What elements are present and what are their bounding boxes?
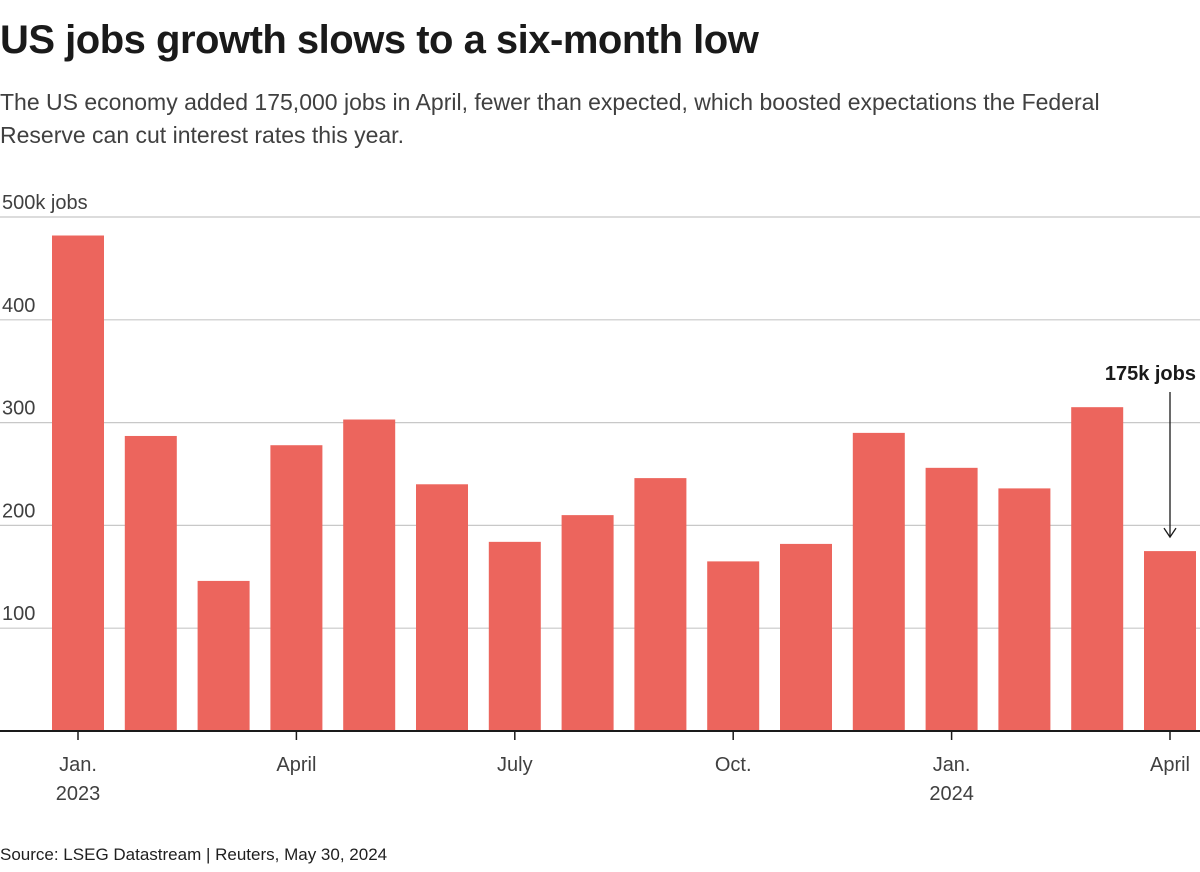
- bar-12: [925, 467, 978, 731]
- bar-13: [998, 488, 1051, 731]
- y-tick-label-100: 100: [2, 603, 35, 625]
- annotation-label: 175k jobs: [1105, 363, 1196, 385]
- y-tick-label-400: 400: [2, 295, 35, 317]
- chart-title: US jobs growth slows to a six-month low: [0, 18, 759, 62]
- bar-2: [197, 580, 250, 731]
- x-tick-label-3: April: [276, 754, 316, 776]
- bar-5: [416, 484, 468, 731]
- y-tick-label-300: 300: [2, 398, 35, 420]
- bar-8: [634, 478, 687, 731]
- x-tick-label-9: Oct.: [715, 754, 752, 776]
- y-tick-label-500: 500k jobs: [2, 192, 88, 214]
- bars: [52, 235, 1196, 731]
- bar-10: [780, 543, 832, 731]
- bar-11: [852, 432, 905, 731]
- bar-6: [488, 541, 541, 731]
- x-tick-year-12: 2024: [929, 783, 974, 805]
- y-tick-label-200: 200: [2, 500, 35, 522]
- x-tick-year-0: 2023: [56, 783, 101, 805]
- bar-9: [707, 561, 760, 731]
- x-tick-label-6: July: [497, 754, 533, 776]
- bar-7: [561, 515, 614, 731]
- x-tick-label-15: April: [1150, 754, 1190, 776]
- bar-14: [1071, 407, 1124, 731]
- x-tick-label-12: Jan.: [933, 754, 971, 776]
- x-tick-label-0: Jan.: [59, 754, 97, 776]
- axes: [0, 730, 1200, 740]
- bar-4: [343, 419, 396, 731]
- chart-subtitle: The US economy added 175,000 jobs in Apr…: [0, 89, 1100, 148]
- bar-1: [124, 435, 177, 731]
- bar-0: [52, 235, 104, 731]
- axis-labels: 100 200 300 400 500k jobs Jan. 2023 April July Oc…: [2, 192, 1190, 805]
- bar-chart: 100 200 300 400 500k jobs Jan. 2023 April July Oc…: [0, 192, 1200, 805]
- annotation-arrow-head: [1163, 527, 1177, 539]
- bar-15: [1144, 551, 1196, 731]
- bar-3: [270, 445, 323, 731]
- source-note: Source: LSEG Datastream | Reuters, May 3…: [0, 845, 388, 864]
- annotations: 175k jobs: [1105, 363, 1196, 539]
